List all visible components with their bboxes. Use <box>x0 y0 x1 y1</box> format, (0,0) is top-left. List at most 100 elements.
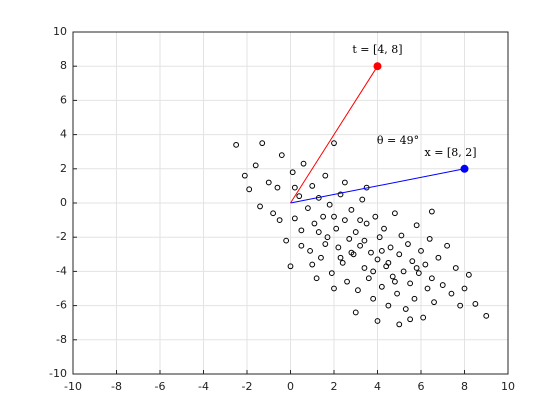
point <box>335 244 342 251</box>
point <box>348 249 355 256</box>
point <box>233 141 240 148</box>
point <box>339 259 346 266</box>
x-tick-label: 8 <box>461 380 468 393</box>
point <box>407 316 414 323</box>
point <box>472 300 479 307</box>
point <box>348 206 355 213</box>
y-tick-label: 8 <box>60 59 67 72</box>
point <box>378 247 385 254</box>
point <box>407 280 414 287</box>
point <box>276 217 283 224</box>
point <box>461 285 468 292</box>
angle-label: θ = 49° <box>377 134 419 147</box>
x-tick-label: 0 <box>287 380 294 393</box>
vector <box>290 65 378 204</box>
point <box>400 268 407 275</box>
point <box>431 299 437 306</box>
point <box>344 278 350 285</box>
point <box>392 278 398 285</box>
point <box>374 256 381 263</box>
point <box>372 213 379 220</box>
point <box>305 205 311 212</box>
y-tick-label: 4 <box>60 128 67 141</box>
point <box>291 184 298 191</box>
x-tick-label: 4 <box>374 380 381 393</box>
point <box>385 259 392 266</box>
point <box>413 265 420 271</box>
point <box>289 169 296 176</box>
point <box>385 302 392 309</box>
point <box>265 179 272 186</box>
point <box>322 172 329 179</box>
point <box>322 241 329 247</box>
point <box>398 232 405 239</box>
vector-label: x = [8, 2] <box>425 146 477 159</box>
y-tick-label: 0 <box>60 196 67 209</box>
point <box>352 229 359 235</box>
point <box>337 254 344 261</box>
y-tick-label: -6 <box>56 299 67 312</box>
vector-tip <box>460 164 469 173</box>
point <box>374 318 381 324</box>
point <box>315 229 322 235</box>
point <box>376 234 383 241</box>
point <box>296 193 303 200</box>
point <box>324 234 331 241</box>
point <box>457 302 464 309</box>
point <box>422 261 429 268</box>
point <box>346 236 353 242</box>
point <box>435 254 442 261</box>
point <box>361 265 368 271</box>
y-tick-label: 10 <box>53 25 67 38</box>
point <box>291 215 298 222</box>
point <box>311 220 318 227</box>
point <box>337 191 344 198</box>
point <box>298 227 305 234</box>
point <box>439 282 446 288</box>
point <box>444 242 451 249</box>
point <box>326 201 333 208</box>
point <box>257 203 263 210</box>
vector-tip <box>373 62 382 71</box>
point <box>426 236 433 242</box>
point <box>365 275 372 282</box>
point <box>363 220 370 227</box>
point <box>331 140 337 147</box>
point <box>341 179 348 186</box>
point <box>331 213 337 220</box>
point <box>415 270 422 277</box>
point <box>411 295 418 302</box>
point <box>252 162 259 169</box>
point <box>300 160 307 167</box>
point <box>424 285 431 292</box>
point <box>392 210 398 217</box>
point <box>307 247 313 254</box>
point <box>278 152 285 159</box>
point <box>483 312 490 319</box>
point <box>352 309 359 316</box>
point <box>259 140 266 147</box>
point <box>287 263 294 270</box>
point <box>361 237 368 244</box>
point <box>309 261 316 268</box>
y-tick-label: 6 <box>60 93 67 106</box>
point <box>413 222 420 229</box>
point <box>368 249 374 256</box>
point <box>370 268 377 275</box>
point <box>313 275 320 282</box>
axes-box <box>72 31 509 375</box>
x-tick-label: 10 <box>501 380 515 393</box>
point <box>402 306 409 312</box>
x-tick-label: -6 <box>155 380 166 393</box>
point <box>405 241 411 247</box>
point <box>381 225 387 232</box>
point <box>320 213 327 220</box>
x-tick-label: 2 <box>331 380 338 393</box>
point <box>283 237 290 244</box>
point <box>378 283 385 290</box>
point <box>418 247 424 254</box>
x-tick-label: 6 <box>418 380 425 393</box>
y-tick-label: -4 <box>56 264 67 277</box>
